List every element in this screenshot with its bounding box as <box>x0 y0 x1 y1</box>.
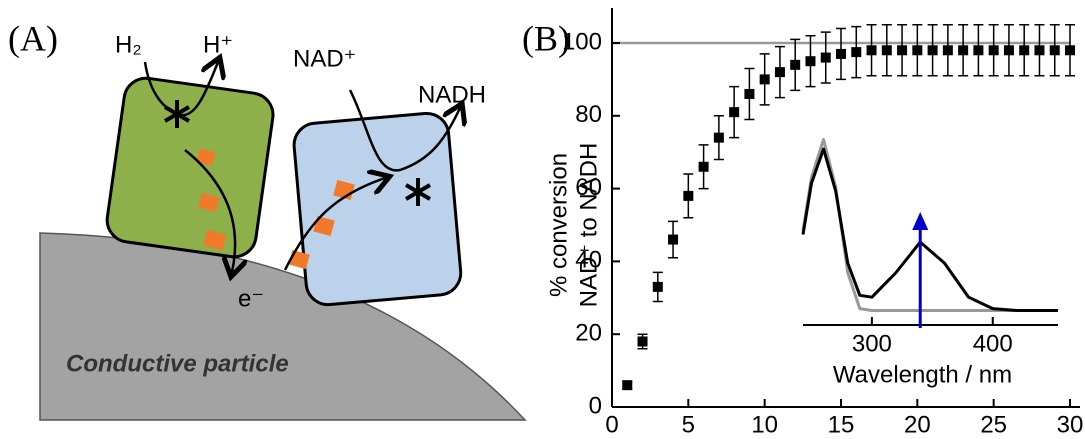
data-point <box>714 133 724 143</box>
data-point <box>851 47 861 57</box>
y-axis-label-line: NAD⁺ to NADH <box>575 143 602 308</box>
hydrogenase <box>104 75 276 259</box>
y-tick-label: 80 <box>575 101 602 128</box>
data-point <box>973 45 983 55</box>
data-point <box>1050 45 1060 55</box>
data-point <box>790 60 800 70</box>
x-tick-label: 5 <box>682 411 695 438</box>
label-nad-plus: NAD⁺ <box>293 45 356 72</box>
data-point <box>622 380 632 390</box>
data-point <box>744 89 754 99</box>
x-tick-label: 20 <box>904 411 931 438</box>
inset-x-axis-label: Wavelength / nm <box>833 361 1012 388</box>
y-tick-label: 20 <box>575 320 602 347</box>
data-point <box>958 45 968 55</box>
data-point <box>867 45 877 55</box>
data-point <box>882 45 892 55</box>
label-h-plus: H⁺ <box>203 31 233 58</box>
y-axis-label: % conversion NAD⁺ to NADH <box>545 143 602 308</box>
data-point <box>653 282 663 292</box>
y-tick-label: 0 <box>589 392 602 419</box>
data-point <box>821 53 831 63</box>
data-point <box>760 74 770 84</box>
panel-label: (A) <box>8 18 58 58</box>
data-point <box>1004 45 1014 55</box>
data-point <box>775 67 785 77</box>
x-tick-label: 10 <box>751 411 778 438</box>
data-point <box>1034 45 1044 55</box>
label-electron: e⁻ <box>238 285 264 312</box>
y-tick-label: 40 <box>575 247 602 274</box>
inset-x-tick-label: 300 <box>852 330 892 357</box>
data-point <box>1019 45 1029 55</box>
y-axis-label-line: % conversion <box>545 153 572 297</box>
data-point <box>668 235 678 245</box>
data-point <box>638 336 648 346</box>
panel-a: (A) H₂ H⁺ NAD⁺ NADH e⁻ Conductive partic… <box>8 18 525 420</box>
label-h2: H₂ <box>115 31 142 58</box>
inset-x-tick-label: 400 <box>973 330 1013 357</box>
x-tick-label: 0 <box>605 411 618 438</box>
x-tick-label: 25 <box>980 411 1007 438</box>
data-point <box>683 191 693 201</box>
label-nadh: NADH <box>418 81 486 108</box>
x-tick-label: 30 <box>1057 411 1084 438</box>
data-point <box>928 45 938 55</box>
figure: (A) H₂ H⁺ NAD⁺ NADH e⁻ Conductive partic… <box>0 0 1085 439</box>
x-tick-label: 15 <box>828 411 855 438</box>
data-point <box>897 45 907 55</box>
y-tick-label: 60 <box>575 174 602 201</box>
data-point <box>989 45 999 55</box>
nad-reductase <box>292 112 462 307</box>
data-point <box>699 162 709 172</box>
data-point <box>1065 45 1075 55</box>
data-point <box>943 45 953 55</box>
data-point <box>729 107 739 117</box>
data-point <box>912 45 922 55</box>
y-tick-label: 100 <box>562 28 602 55</box>
data-point <box>836 49 846 59</box>
particle-label: Conductive particle <box>66 350 289 377</box>
data-point <box>805 56 815 66</box>
